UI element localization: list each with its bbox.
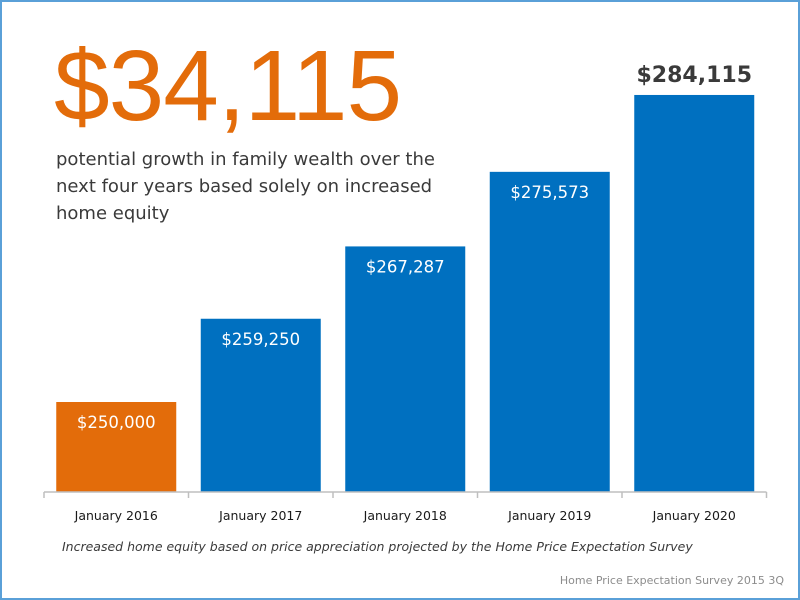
headline-description: potential growth in family wealth over t… <box>56 149 435 224</box>
bar-value-label-4: $275,573 <box>510 183 589 202</box>
x-tick-label-5: January 2020 <box>652 508 736 523</box>
headline-amount: $34,115 <box>54 30 402 142</box>
x-tick-label-1: January 2016 <box>74 508 158 523</box>
x-tick-label-4: January 2019 <box>507 508 591 523</box>
bar-3 <box>345 246 466 492</box>
bar-4 <box>489 171 610 492</box>
chart-footnote: Increased home equity based on price app… <box>62 539 693 554</box>
x-tick-label-2: January 2017 <box>218 508 302 523</box>
bar-2 <box>200 318 321 492</box>
bar-1 <box>56 402 177 492</box>
bar-value-label-2: $259,250 <box>221 330 300 349</box>
source-citation: Home Price Expectation Survey 2015 3Q <box>559 574 784 587</box>
bar-value-label-5: $284,115 <box>636 63 752 88</box>
bar-value-label-1: $250,000 <box>77 413 156 432</box>
bar-value-label-3: $267,287 <box>366 257 445 276</box>
x-tick-label-3: January 2018 <box>363 508 447 523</box>
bar-5 <box>634 94 755 492</box>
